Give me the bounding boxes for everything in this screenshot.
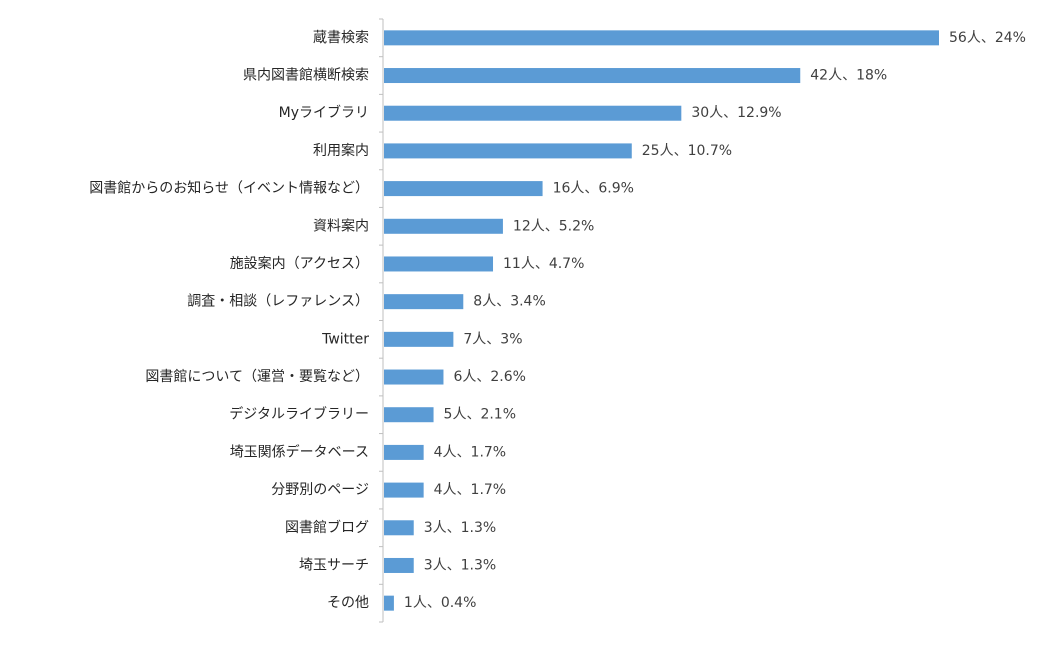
bar [384, 595, 394, 611]
category-tick-label: その他 [327, 595, 369, 611]
bar [384, 181, 543, 197]
data-label: 4人、1.7% [434, 482, 506, 498]
category-tick-label: 埼玉関係データベース [230, 443, 369, 460]
data-label: 30人、12.9% [691, 105, 781, 121]
data-label: 8人、3.4% [473, 294, 545, 310]
bar [384, 218, 503, 234]
category-tick-label: Myライブラリ [279, 104, 369, 121]
bar [384, 30, 939, 46]
category-axis [379, 18, 384, 623]
category-tick-label: デジタルライブラリー [229, 406, 369, 423]
data-label: 16人、6.9% [553, 181, 634, 197]
category-tick-label: 図書館からのお知らせ（イベント情報など） [89, 180, 369, 197]
category-tick-label: 図書館ブログ [285, 519, 369, 536]
data-label: 6人、2.6% [453, 369, 525, 385]
category-tick-label: 蔵書検索 [313, 29, 369, 46]
data-label: 3人、1.3% [424, 520, 496, 536]
category-tick-label: 埼玉サーチ [299, 557, 369, 573]
bar [384, 444, 424, 460]
bar [384, 294, 464, 310]
bar [384, 407, 434, 423]
bar [384, 331, 454, 347]
data-label: 7人、3% [463, 331, 522, 347]
category-tick-label: 利用案内 [313, 142, 369, 159]
bar [384, 369, 444, 385]
category-tick-label: 図書館について（運営・要覧など） [145, 368, 369, 385]
category-tick-label: Twitter [321, 331, 369, 347]
data-label: 56人、24% [949, 30, 1026, 46]
bars [384, 30, 939, 611]
bar [384, 520, 414, 536]
data-label: 1人、0.4% [404, 595, 476, 611]
bar [384, 256, 494, 272]
data-label: 42人、18% [810, 68, 887, 84]
category-tick-label: 施設案内（アクセス） [230, 255, 369, 272]
data-label: 12人、5.2% [513, 218, 594, 234]
data-labels: 56人、24% 42人、18% 30人、12.9% 25人、10.7% 16人、6.9%… [404, 30, 1026, 611]
category-tick-label: 分野別のページ [271, 482, 369, 498]
data-label: 11人、4.7% [503, 256, 584, 272]
data-label: 4人、1.7% [434, 444, 506, 460]
bar [384, 482, 424, 498]
category-tick-label: 資料案内 [313, 217, 369, 234]
data-label: 3人、1.3% [424, 557, 496, 573]
category-tick-label: 調査・相談（レファレンス） [187, 294, 369, 310]
data-label: 5人、2.1% [444, 407, 516, 423]
bar [384, 557, 414, 573]
data-label: 25人、10.7% [642, 143, 732, 159]
bar [384, 105, 682, 121]
category-tick-label: 県内図書館横断検索 [243, 67, 369, 84]
bar [384, 68, 801, 84]
bar [384, 143, 632, 159]
